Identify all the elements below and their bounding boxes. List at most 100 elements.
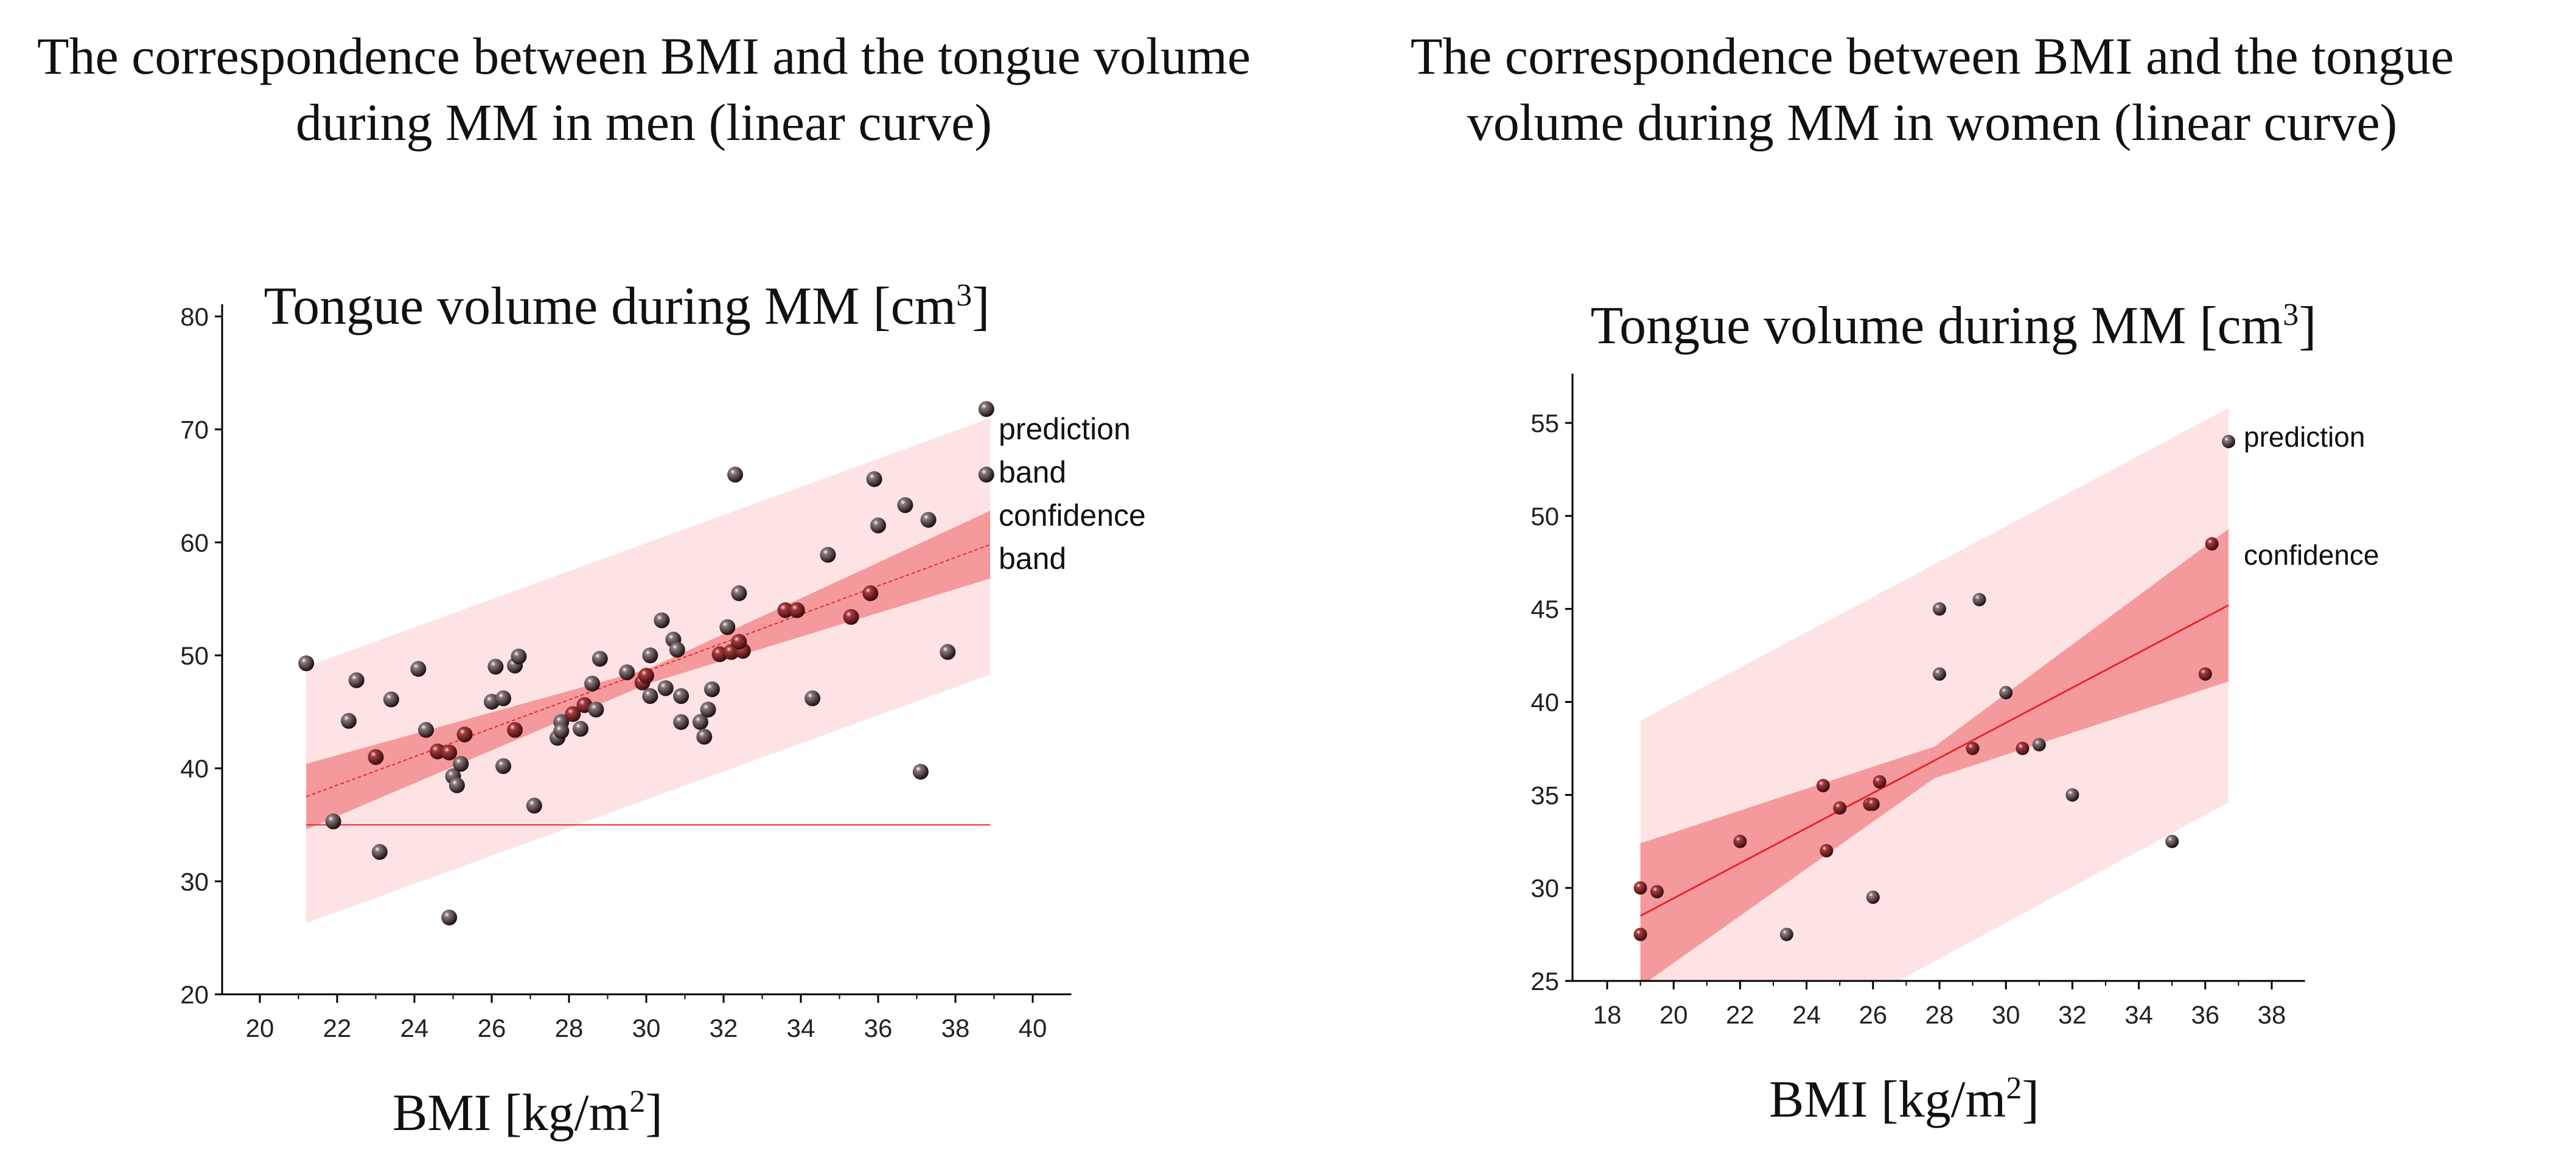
data-point bbox=[348, 672, 365, 688]
data-point bbox=[553, 723, 570, 739]
data-point bbox=[449, 777, 465, 794]
data-point bbox=[862, 585, 879, 601]
x-axis-label-end: ] bbox=[2022, 1070, 2039, 1128]
data-point bbox=[2198, 667, 2212, 681]
data-point bbox=[495, 690, 512, 706]
data-point bbox=[920, 512, 937, 528]
data-point bbox=[820, 546, 836, 563]
x-tick-label: 24 bbox=[400, 1014, 429, 1042]
band-annotation: band bbox=[999, 542, 1066, 576]
data-point bbox=[453, 756, 469, 772]
fit-line bbox=[1639, 604, 2229, 917]
data-point bbox=[978, 401, 994, 417]
data-point bbox=[1866, 797, 1880, 811]
data-point bbox=[870, 517, 886, 534]
chart-title: Tongue volume during MM [cm3] bbox=[264, 277, 990, 336]
data-point bbox=[592, 651, 608, 667]
x-tick-label: 32 bbox=[2058, 1000, 2087, 1029]
data-point bbox=[1633, 927, 1647, 941]
data-point bbox=[1820, 844, 1834, 858]
data-point bbox=[526, 797, 542, 814]
x-tick-label: 34 bbox=[2124, 1000, 2153, 1029]
x-tick-label: 22 bbox=[323, 1014, 352, 1042]
x-tick-label: 20 bbox=[1660, 1000, 1688, 1029]
data-point bbox=[584, 675, 601, 692]
x-axis-label-sup: 2 bbox=[629, 1084, 645, 1119]
data-point bbox=[912, 764, 929, 780]
data-point bbox=[441, 744, 458, 761]
x-tick-label: 18 bbox=[1593, 1000, 1622, 1029]
band-annotation: prediction bbox=[999, 412, 1131, 446]
data-point bbox=[456, 726, 473, 742]
x-tick-label: 32 bbox=[710, 1014, 738, 1042]
chart-title: Tongue volume during MM [cm3] bbox=[1591, 296, 2317, 355]
y-tick-label: 70 bbox=[180, 416, 209, 444]
data-point bbox=[2222, 434, 2236, 448]
x-tick-label: 28 bbox=[555, 1014, 584, 1042]
data-point bbox=[642, 688, 658, 704]
x-tick-label: 40 bbox=[1019, 1014, 1047, 1042]
data-point bbox=[1933, 667, 1946, 681]
chart-title-main: Tongue volume during MM [cm bbox=[264, 277, 957, 336]
x-tick-label: 20 bbox=[246, 1014, 274, 1042]
y-tick-label: 55 bbox=[1531, 409, 1559, 438]
y-tick-label: 35 bbox=[1531, 781, 1559, 809]
heading-line-1: The correspondence between BMI and the t… bbox=[37, 27, 1251, 85]
y-tick-label: 60 bbox=[180, 528, 209, 557]
heading-line-2: volume during MM in women (linear curve) bbox=[1467, 93, 2398, 152]
data-point bbox=[1633, 881, 1647, 895]
x-tick-label: 30 bbox=[632, 1014, 661, 1042]
data-point bbox=[430, 743, 446, 759]
data-point bbox=[1972, 593, 1986, 607]
x-tick-label: 28 bbox=[1925, 1000, 1954, 1029]
panel-women: The correspondence between BMI and the t… bbox=[1288, 0, 2576, 1172]
data-point bbox=[368, 749, 384, 766]
y-tick-label: 30 bbox=[1531, 874, 1559, 902]
data-point bbox=[805, 690, 821, 706]
data-point bbox=[777, 602, 794, 618]
data-point bbox=[1650, 885, 1664, 899]
x-tick-label: 38 bbox=[941, 1014, 970, 1042]
chart-title-sup: 3 bbox=[956, 278, 972, 313]
panel-men: The correspondence between BMI and the t… bbox=[37, 27, 1251, 1142]
data-point bbox=[441, 909, 458, 926]
data-point bbox=[1933, 602, 1946, 616]
data-point bbox=[1873, 775, 1887, 789]
data-point bbox=[1866, 890, 1880, 904]
data-point bbox=[1966, 741, 1980, 755]
data-point bbox=[573, 720, 589, 737]
chart-women: Tongue volume during MM [cm3] BMI [kg/m2… bbox=[1531, 296, 2379, 1128]
data-point bbox=[1816, 779, 1830, 793]
chart-title-end: ] bbox=[2299, 296, 2316, 355]
data-point bbox=[696, 728, 713, 745]
data-point bbox=[565, 706, 581, 722]
data-point bbox=[1733, 834, 1747, 848]
data-point bbox=[619, 664, 635, 680]
data-point bbox=[2205, 537, 2219, 551]
data-point bbox=[2016, 741, 2030, 755]
data-point bbox=[383, 691, 399, 708]
band-annotation: confidence bbox=[999, 498, 1146, 532]
data-point bbox=[669, 641, 685, 658]
plot-area: 20 30 40 50 60 70 80 20 22 24 26 28 30 32 34 36 38 40 pred… bbox=[180, 302, 1146, 1042]
data-point bbox=[897, 497, 913, 514]
data-point bbox=[642, 647, 658, 663]
panel-heading: The correspondence between BMI and the t… bbox=[1288, 23, 2576, 156]
data-point bbox=[654, 612, 670, 629]
data-point bbox=[731, 633, 747, 650]
data-point bbox=[325, 813, 341, 829]
data-point bbox=[727, 466, 744, 483]
data-point bbox=[410, 661, 427, 677]
data-point bbox=[673, 688, 689, 704]
data-point bbox=[1833, 801, 1847, 815]
x-axis-label: BMI [kg/m2] bbox=[1769, 1070, 2039, 1128]
plot-area: 25 30 35 40 45 50 55 18 20 22 24 26 28 30 32 34 36 38 pred… bbox=[1531, 373, 2379, 1029]
y-tick-label: 25 bbox=[1531, 967, 1559, 996]
chart-men: Tongue volume during MM [cm3] BMI [kg/m2… bbox=[180, 277, 1146, 1142]
x-tick-label: 30 bbox=[1992, 1000, 2020, 1029]
data-point bbox=[1999, 686, 2013, 700]
data-point bbox=[487, 658, 504, 675]
data-point bbox=[843, 609, 859, 625]
data-point bbox=[2065, 788, 2079, 802]
chart-title-sup: 3 bbox=[2283, 298, 2299, 332]
